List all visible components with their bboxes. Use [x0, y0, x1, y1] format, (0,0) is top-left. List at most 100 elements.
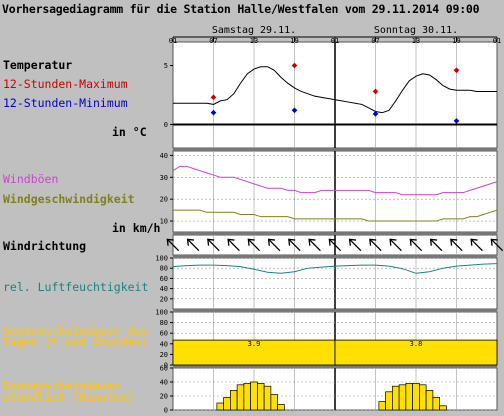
sunshine-hour-bar	[405, 383, 413, 411]
label-windgeschwindigkeit: Windgeschwindigkeit	[3, 192, 135, 206]
wind-arrow-head	[308, 238, 316, 246]
wind-arrow-head	[247, 238, 255, 246]
label-12h-minimum: 12-Stunden-Minimum	[3, 96, 128, 110]
sunshine-day-bar	[172, 339, 336, 366]
wind-arrow-shaft	[450, 238, 463, 252]
day-label: Sonntag 30.11.	[374, 25, 458, 36]
panel-separator	[173, 148, 497, 151]
wind-arrow	[328, 238, 342, 252]
label-temperatur: Temperatur	[3, 58, 73, 72]
y-tick-label: 40	[160, 340, 168, 348]
sunshine-hour-bar	[250, 381, 258, 411]
wind-arrow-head	[328, 238, 336, 246]
label-unit-kmh: in km/h	[112, 221, 161, 235]
wind-arrow-head	[470, 238, 478, 246]
sunshine-hour-bar	[216, 402, 224, 411]
min-marker	[291, 107, 298, 114]
wind-arrow	[389, 238, 402, 252]
sunshine-hour-bar	[385, 391, 393, 411]
sunshine-day-label: 3.8	[410, 340, 423, 348]
wind-arrow-head	[429, 238, 438, 246]
sunshine-hour-bar	[392, 385, 400, 411]
windboeen-line	[172, 165, 498, 196]
wind-arrow-shaft	[470, 238, 483, 252]
sunshine-hour-bar	[243, 383, 251, 411]
wind-arrow	[308, 238, 321, 252]
y-tick-label: 20	[160, 295, 168, 303]
sunshine-day-bar	[334, 339, 498, 366]
wind-arrow-head	[166, 238, 174, 246]
max-marker	[210, 94, 217, 101]
wind-arrow	[470, 238, 483, 252]
wind-arrow-shaft	[288, 238, 301, 252]
hour-tick-label: 01	[493, 37, 501, 45]
wind-arrow-shaft	[430, 238, 443, 252]
y-tick-label: 20	[160, 351, 168, 359]
sunshine-hour-bar	[236, 384, 245, 411]
wind-arrow-head	[186, 238, 195, 246]
day-label: Samstag 29.11.	[212, 25, 296, 36]
wind-arrow-head	[207, 238, 215, 246]
page-title: Vorhersagediagramm für die Station Halle…	[2, 2, 480, 16]
wind-arrow	[429, 238, 443, 252]
wind-arrow-head	[389, 238, 397, 246]
sunshine-hour-bar	[439, 405, 447, 411]
windgeschwindigkeit-line	[173, 209, 498, 222]
panel-separator	[173, 309, 497, 312]
sunshine-hour-bar	[378, 401, 386, 411]
wind-arrow	[409, 238, 423, 252]
wind-arrow-shaft	[328, 238, 342, 252]
y-tick-label: 80	[160, 319, 168, 327]
hour-tick-label: 07	[209, 37, 217, 45]
hour-tick-label: 13	[412, 37, 420, 45]
wind-arrow-shaft	[389, 238, 402, 252]
hour-tick-label: 07	[371, 37, 379, 45]
label-12h-maximum: 12-Stunden-Maximum	[3, 77, 128, 91]
y-tick-label: 0	[164, 362, 168, 370]
wind-arrow	[450, 238, 463, 252]
wind-arrow-head	[409, 238, 417, 246]
y-tick-label: 30	[160, 174, 168, 182]
sunshine-hour-bar	[398, 384, 407, 411]
y-tick-label: 40	[160, 285, 168, 293]
sunshine-hour-bar	[419, 384, 427, 411]
sunshine-hour-bar	[425, 390, 434, 411]
panel-separator	[173, 365, 497, 368]
wind-arrow	[369, 238, 382, 252]
wind-arrow-shaft	[308, 238, 321, 252]
sunshine-hour-bar	[432, 397, 440, 411]
y-tick-label: 20	[160, 393, 168, 401]
y-tick-label: 40	[160, 379, 168, 387]
wind-arrow	[348, 238, 362, 252]
wind-arrow-head	[450, 238, 458, 246]
y-tick-label: 60	[160, 275, 168, 283]
wind-arrow-shaft	[369, 238, 382, 252]
sunshine-day-label: 3.9	[248, 340, 261, 348]
sunshine-hour-bar	[257, 383, 265, 411]
wind-arrow-shaft	[207, 238, 220, 252]
wind-arrow-shaft	[166, 238, 180, 252]
hour-tick-label: 01	[169, 37, 177, 45]
wind-arrow-shaft	[227, 238, 240, 252]
wind-arrow-head	[288, 238, 296, 246]
y-tick-label: 5	[164, 62, 168, 70]
label-luftfeuchtigkeit: rel. Luftfeuchtigkeit	[3, 280, 149, 294]
y-tick-label: 60	[160, 365, 168, 373]
y-tick-label: 40	[160, 152, 168, 160]
y-tick-label: 60	[160, 330, 168, 338]
wind-arrow-shaft	[349, 238, 362, 252]
wind-arrow-shaft	[247, 238, 261, 252]
min-marker	[453, 118, 460, 124]
panel-separator	[173, 255, 497, 258]
min-marker	[210, 109, 217, 116]
hour-tick-label: 19	[452, 37, 460, 45]
label-windboeen: Windböen	[3, 172, 59, 186]
wind-arrow-head	[369, 238, 377, 246]
wind-arrow	[288, 238, 301, 252]
hour-tick-label: 01	[331, 37, 339, 45]
wind-arrow	[227, 238, 240, 252]
y-tick-label: 80	[160, 265, 168, 273]
sunshine-hour-bar	[270, 394, 278, 411]
label-sonnenschein-tages: Sonnenscheindauer des Tages (% und Stund…	[3, 324, 149, 349]
wind-arrow-shaft	[409, 238, 423, 252]
